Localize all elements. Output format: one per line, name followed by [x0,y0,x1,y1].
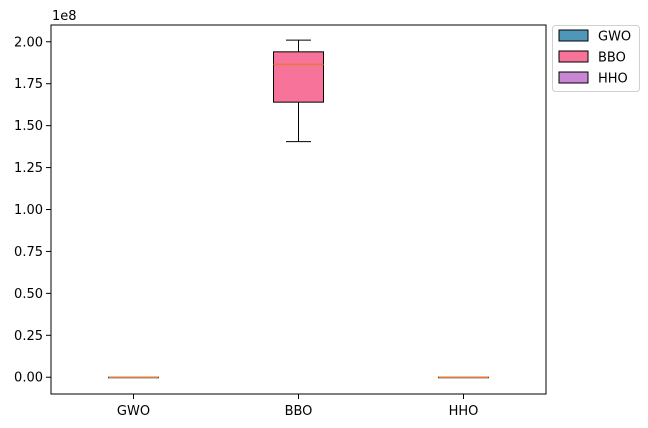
box-body [273,51,324,103]
box-gwo [108,376,159,379]
box-bbo [273,39,324,143]
y-axis: 0.00 0.25 0.50 0.75 1.00 1.25 1.50 1.75 2.00 [14,35,51,386]
y-tick-label: 0.25 [14,329,43,344]
y-tick-label: 1.00 [14,203,43,218]
y-tick-label: 1.50 [14,119,43,134]
box-hho [438,376,489,379]
legend-label: GWO [598,30,631,45]
plot-frame [50,24,547,395]
x-tick-label: HHO [449,404,479,419]
legend-label: HHO [598,72,628,87]
y-tick-label: 0.75 [14,245,43,260]
y-offset-label: 1e8 [52,9,77,24]
boxes-group [108,39,489,379]
legend: GWO BBO HHO [552,25,640,92]
legend-item-gwo: GWO [558,29,631,45]
legend-swatch [558,71,589,84]
x-axis: GWO BBO HHO [117,394,478,419]
y-tick-label: 0.50 [14,287,43,302]
y-tick-label: 1.25 [14,161,43,176]
legend-item-bbo: BBO [558,50,626,66]
legend-swatch [558,29,589,42]
x-tick-label: BBO [285,404,313,419]
legend-swatch [558,50,589,63]
y-tick-label: 2.00 [14,35,43,50]
x-tick-label: GWO [117,404,150,419]
legend-item-hho: HHO [558,71,628,87]
y-tick-label: 1.75 [14,77,43,92]
legend-label: BBO [598,51,626,66]
y-tick-label: 0.00 [14,371,43,386]
